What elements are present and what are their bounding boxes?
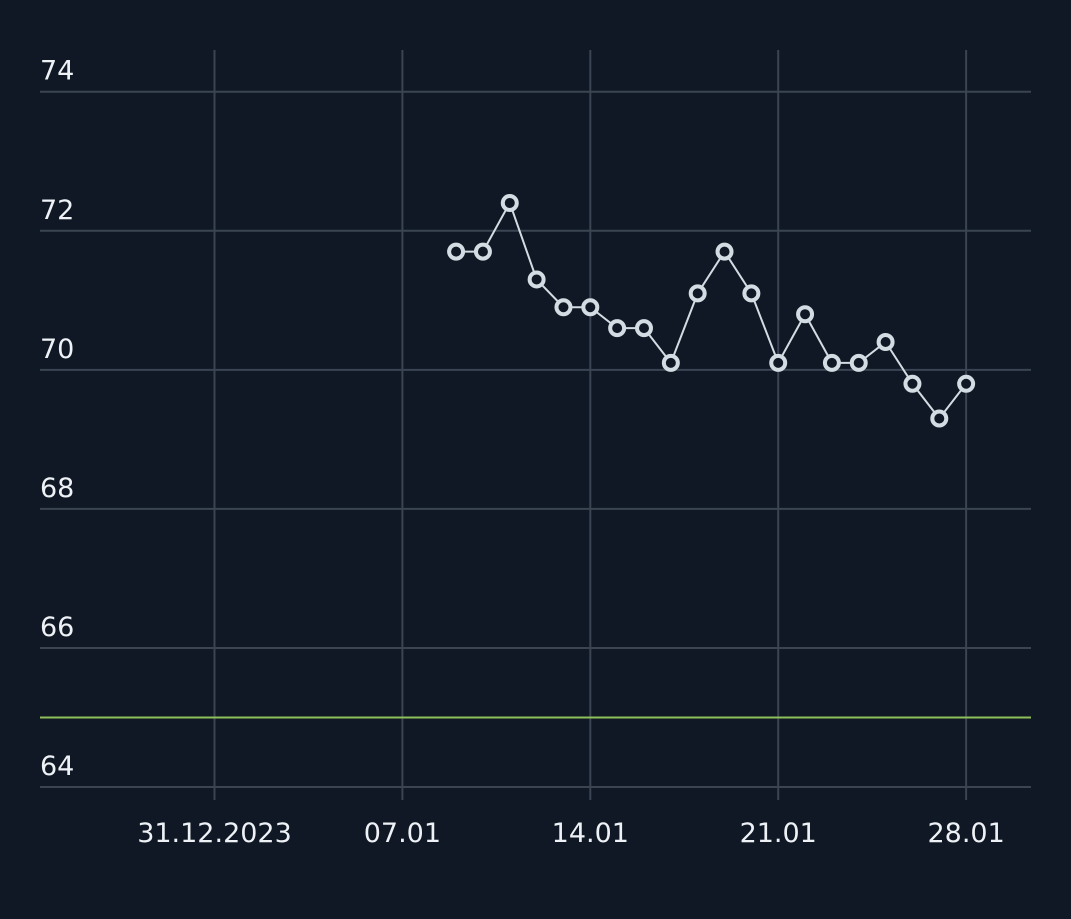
data-point <box>742 284 761 303</box>
x-tick-label: 21.01 <box>740 818 817 849</box>
data-point <box>634 319 653 338</box>
data-point <box>930 409 949 428</box>
x-tick-label: 28.01 <box>927 818 1004 849</box>
y-tick-label: 68 <box>40 473 74 504</box>
y-tick-label: 64 <box>40 751 74 782</box>
data-point <box>661 353 680 372</box>
data-line <box>456 200 967 421</box>
data-point <box>527 270 546 289</box>
y-tick-label: 72 <box>40 195 74 226</box>
data-point <box>822 353 841 372</box>
data-point <box>554 298 573 317</box>
data-point <box>447 242 466 261</box>
data-point <box>903 374 922 393</box>
data-point <box>688 284 707 303</box>
x-tick-label: 14.01 <box>552 818 629 849</box>
data-point <box>849 353 868 372</box>
data-point <box>608 319 627 338</box>
data-point <box>715 242 734 261</box>
y-tick-label: 66 <box>40 612 74 643</box>
data-point <box>581 298 600 317</box>
data-point <box>473 242 492 261</box>
data-point <box>957 374 976 393</box>
y-tick-label: 70 <box>40 334 74 365</box>
data-point <box>769 353 788 372</box>
data-point <box>500 193 519 212</box>
x-tick-label: 07.01 <box>364 818 441 849</box>
data-point <box>796 305 815 324</box>
y-tick-label: 74 <box>40 56 74 87</box>
x-tick-label: 31.12.2023 <box>137 818 292 849</box>
data-point <box>876 333 895 352</box>
